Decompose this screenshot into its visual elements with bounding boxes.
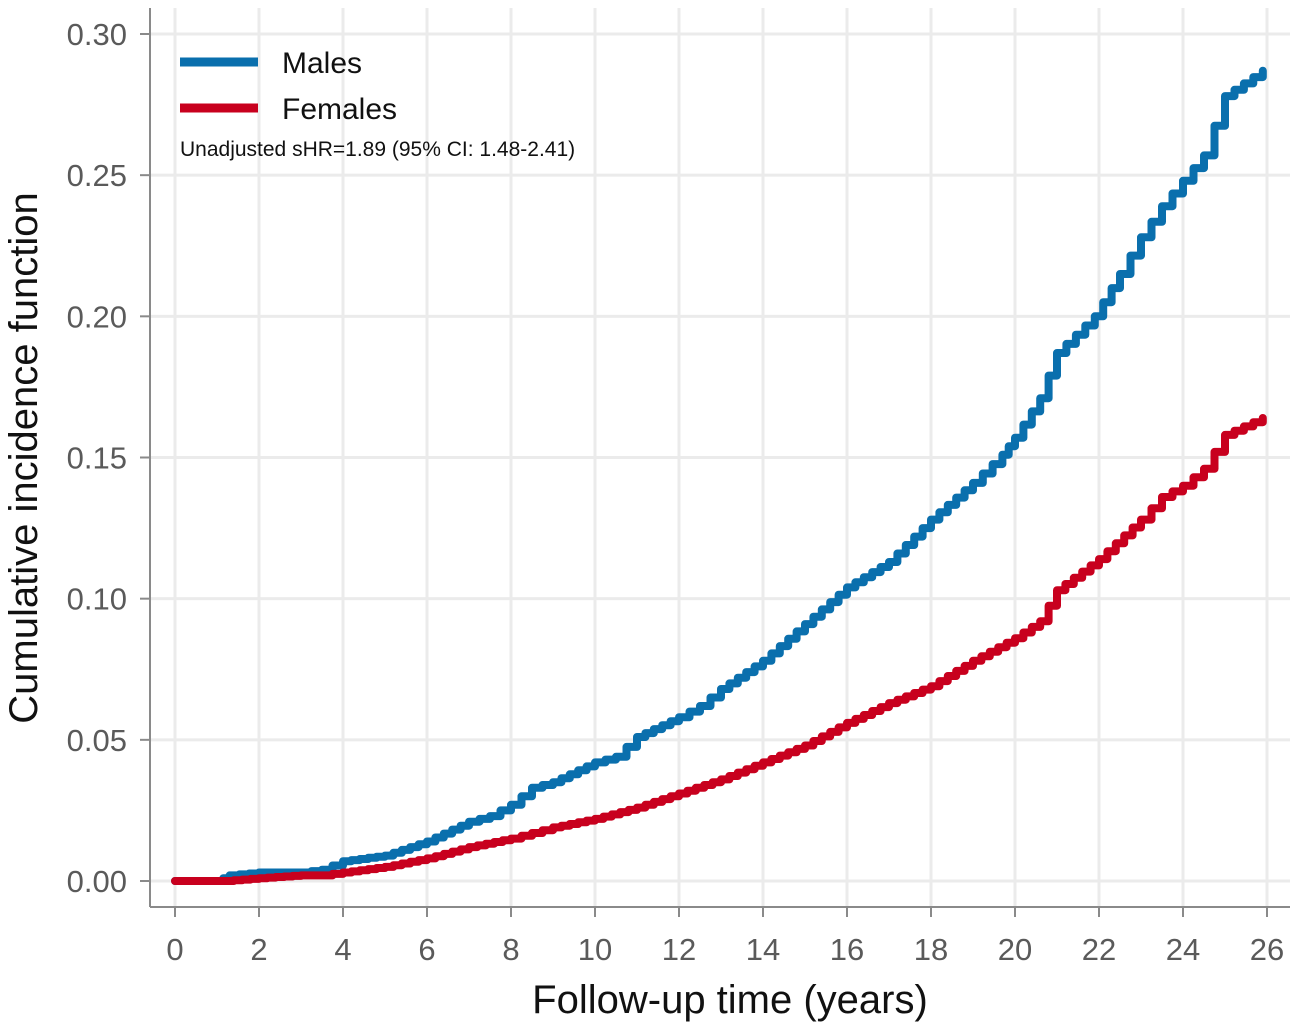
- legend: Males Females: [180, 47, 397, 126]
- y-tick-label: 0.15: [67, 441, 127, 476]
- legend-label-females: Females: [282, 93, 397, 126]
- x-tick-label: 10: [578, 932, 612, 967]
- series-lines: [171, 66, 1267, 885]
- x-tick-label: 2: [250, 932, 267, 967]
- x-tick-label: 4: [334, 932, 351, 967]
- tick-labels: 0 2 4 6 8 10 12 14 16 18 20 22 24 260.000.050.100.150…: [67, 17, 1285, 967]
- series-line-females: [171, 414, 1267, 885]
- x-tick-label: 6: [418, 932, 435, 967]
- hazard-ratio-annotation: Unadjusted sHR=1.89 (95% CI: 1.48-2.41): [180, 138, 575, 161]
- y-tick-label: 0.25: [67, 158, 127, 193]
- legend-label-males: Males: [282, 47, 362, 80]
- x-tick-label: 8: [502, 932, 519, 967]
- x-tick-label: 12: [662, 932, 696, 967]
- x-tick-label: 22: [1082, 932, 1116, 967]
- series-line-males: [171, 66, 1267, 885]
- axes: [140, 8, 1290, 917]
- grid: [150, 8, 1290, 907]
- y-tick-label: 0.00: [67, 864, 127, 899]
- x-tick-label: 14: [746, 932, 780, 967]
- x-tick-label: 26: [1250, 932, 1284, 967]
- y-tick-label: 0.30: [67, 17, 127, 52]
- x-tick-label: 0: [166, 932, 183, 967]
- y-tick-label: 0.20: [67, 299, 127, 334]
- x-tick-label: 20: [998, 932, 1032, 967]
- x-tick-label: 16: [830, 932, 864, 967]
- x-axis-title: Follow-up time (years): [532, 978, 928, 1022]
- y-tick-label: 0.05: [67, 723, 127, 758]
- y-tick-label: 0.10: [67, 582, 127, 617]
- x-tick-label: 24: [1166, 932, 1200, 967]
- y-axis-title: Cumulative incidence function: [2, 192, 46, 723]
- x-tick-label: 18: [914, 932, 948, 967]
